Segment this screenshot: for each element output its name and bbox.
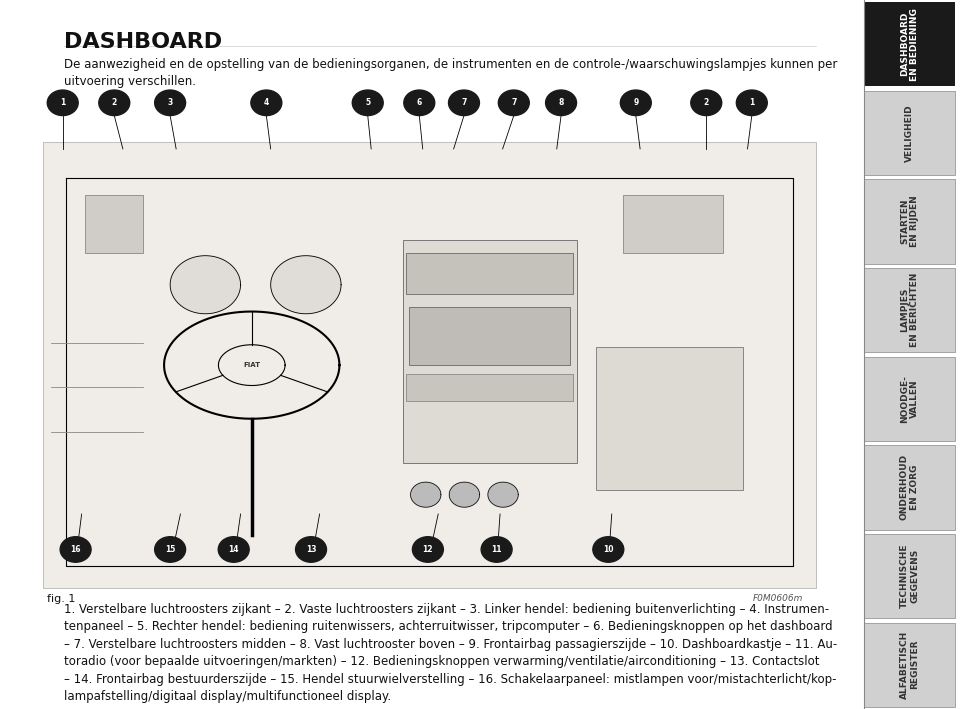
Circle shape [218,537,250,562]
FancyBboxPatch shape [864,534,955,618]
Circle shape [352,90,383,116]
Circle shape [404,90,435,116]
Text: 9: 9 [634,99,638,107]
Text: 2: 2 [111,99,117,107]
Circle shape [481,537,512,562]
Text: 6: 6 [417,99,421,107]
Text: F0M0606m: F0M0606m [753,594,804,603]
Text: 12: 12 [422,545,433,554]
Text: FIAT: FIAT [243,362,260,368]
Text: 5: 5 [365,99,371,107]
Circle shape [296,537,326,562]
FancyBboxPatch shape [864,179,955,264]
Text: NOODGE-
VALLEN: NOODGE- VALLEN [900,375,920,423]
Text: 7: 7 [511,99,516,107]
Circle shape [498,90,529,116]
Circle shape [545,90,577,116]
FancyBboxPatch shape [406,253,573,294]
Circle shape [251,90,282,116]
Text: 7: 7 [462,99,467,107]
Circle shape [448,90,479,116]
Text: 16: 16 [70,545,81,554]
FancyBboxPatch shape [623,196,724,253]
Text: De aanwezigheid en de opstelling van de bedieningsorganen, de instrumenten en de: De aanwezigheid en de opstelling van de … [64,58,838,88]
FancyBboxPatch shape [43,142,816,588]
FancyBboxPatch shape [864,357,955,441]
FancyBboxPatch shape [402,240,577,464]
FancyBboxPatch shape [864,2,955,86]
FancyBboxPatch shape [406,374,573,401]
Text: 10: 10 [603,545,613,554]
Polygon shape [271,256,341,314]
Text: 1: 1 [60,99,65,107]
Text: 14: 14 [228,545,239,554]
Text: STARTEN
EN RIJDEN: STARTEN EN RIJDEN [900,196,920,247]
Circle shape [593,537,624,562]
FancyBboxPatch shape [409,307,570,365]
Text: 8: 8 [559,99,564,107]
FancyBboxPatch shape [85,196,143,253]
Circle shape [155,537,185,562]
Polygon shape [449,482,480,507]
FancyBboxPatch shape [864,623,955,707]
FancyBboxPatch shape [864,91,955,175]
Text: VEILIGHEID: VEILIGHEID [905,104,914,162]
FancyBboxPatch shape [864,445,955,530]
Text: 2: 2 [704,99,708,107]
Text: 1. Verstelbare luchtroosters zijkant – 2. Vaste luchtroosters zijkant – 3. Linke: 1. Verstelbare luchtroosters zijkant – 2… [64,603,838,703]
Text: fig. 1: fig. 1 [47,594,76,604]
Circle shape [620,90,651,116]
Text: 13: 13 [306,545,316,554]
Text: 11: 11 [492,545,502,554]
Text: 4: 4 [264,99,269,107]
Circle shape [60,537,91,562]
Text: 1: 1 [749,99,755,107]
Text: 3: 3 [167,99,173,107]
Text: DASHBOARD: DASHBOARD [64,32,223,52]
Polygon shape [411,482,441,507]
Text: ONDERHOUD
EN ZORG: ONDERHOUD EN ZORG [900,454,920,520]
Text: LAMPJES
EN BERICHTEN: LAMPJES EN BERICHTEN [900,273,920,347]
Text: ALFABETISCH
REGISTER: ALFABETISCH REGISTER [900,630,920,699]
Text: TECHNISCHE
GEGEVENS: TECHNISCHE GEGEVENS [900,544,920,608]
Circle shape [47,90,78,116]
Text: 15: 15 [165,545,176,554]
Circle shape [155,90,185,116]
FancyBboxPatch shape [864,268,955,352]
Circle shape [413,537,444,562]
FancyBboxPatch shape [596,347,743,490]
Polygon shape [488,482,518,507]
Circle shape [99,90,130,116]
Text: DASHBOARD
EN BEDIENING: DASHBOARD EN BEDIENING [900,8,920,81]
Polygon shape [170,256,241,314]
Circle shape [691,90,722,116]
Circle shape [736,90,767,116]
